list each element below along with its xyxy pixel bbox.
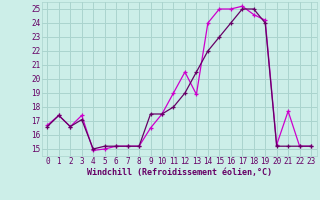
X-axis label: Windchill (Refroidissement éolien,°C): Windchill (Refroidissement éolien,°C): [87, 168, 272, 177]
